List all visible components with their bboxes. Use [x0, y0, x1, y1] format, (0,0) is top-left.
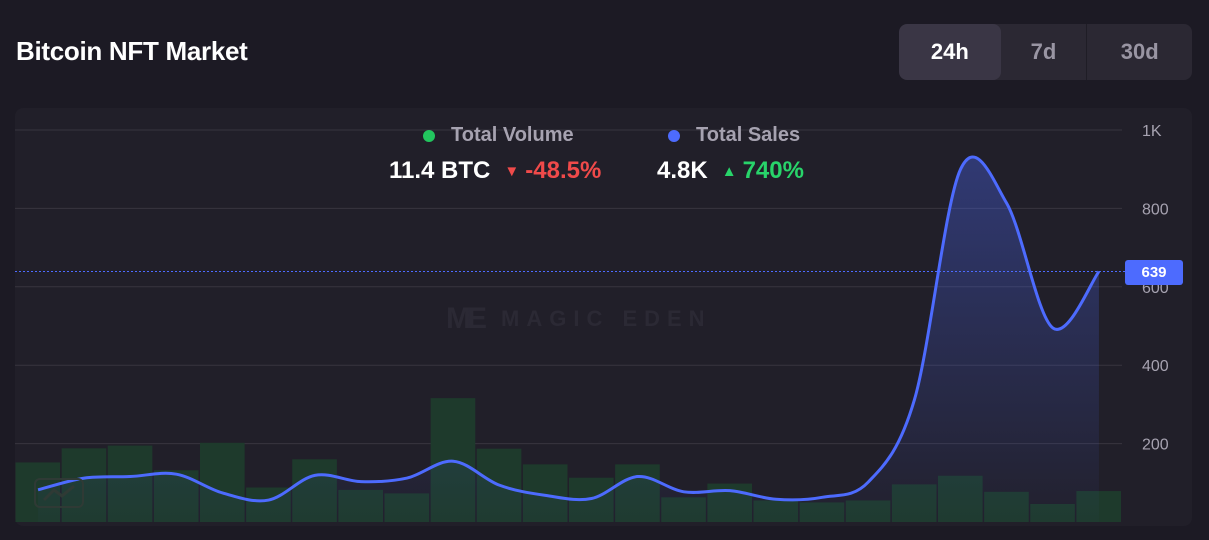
- sales-change: ▲ 740%: [722, 157, 804, 185]
- volume-dot-icon: [423, 129, 435, 142]
- volume-metric: 11.4 BTC ▼ -48.5%: [389, 157, 601, 185]
- legend-total-volume[interactable]: Total Volume: [423, 124, 574, 147]
- sales-line: [37, 155, 1101, 503]
- sales-area: [38, 156, 1099, 523]
- watermark: ME MAGIC EDEN: [446, 302, 712, 336]
- up-triangle-icon: ▲: [721, 162, 737, 180]
- sales-change-value: 740%: [742, 157, 804, 184]
- legend-sales-label: Total Sales: [696, 124, 801, 146]
- volume-change-value: -48.5%: [525, 157, 602, 184]
- y-tick-label: 800: [1142, 201, 1169, 218]
- down-triangle-icon: ▼: [504, 162, 520, 180]
- current-value-badge: 639: [1125, 259, 1183, 285]
- tab-7d[interactable]: 7d: [1001, 24, 1088, 80]
- sales-value: 4.8K: [657, 157, 708, 184]
- tradingview-icon[interactable]: [34, 478, 84, 508]
- watermark-text: MAGIC EDEN: [501, 306, 712, 331]
- volume-change: ▼ -48.5%: [504, 157, 601, 185]
- magic-eden-logo-icon: ME: [446, 302, 487, 335]
- legend-total-sales[interactable]: Total Sales: [668, 124, 800, 147]
- y-tick-label: 400: [1142, 358, 1169, 375]
- y-tick-label: 1K: [1142, 123, 1162, 140]
- tab-24h[interactable]: 24h: [899, 24, 1001, 80]
- volume-value: 11.4 BTC: [389, 157, 491, 184]
- sales-metric: 4.8K ▲ 740%: [657, 157, 804, 185]
- chart-legend: Total Volume Total Sales 11.4 BTC ▼ -48.…: [0, 124, 1209, 194]
- tab-30d[interactable]: 30d: [1120, 39, 1159, 64]
- page-title: Bitcoin NFT Market: [16, 36, 248, 66]
- legend-volume-label: Total Volume: [451, 124, 574, 146]
- y-tick-label: 200: [1142, 437, 1169, 454]
- sales-dot-icon: [668, 129, 680, 142]
- time-range-selector: 24h 7d 30d: [899, 24, 1192, 80]
